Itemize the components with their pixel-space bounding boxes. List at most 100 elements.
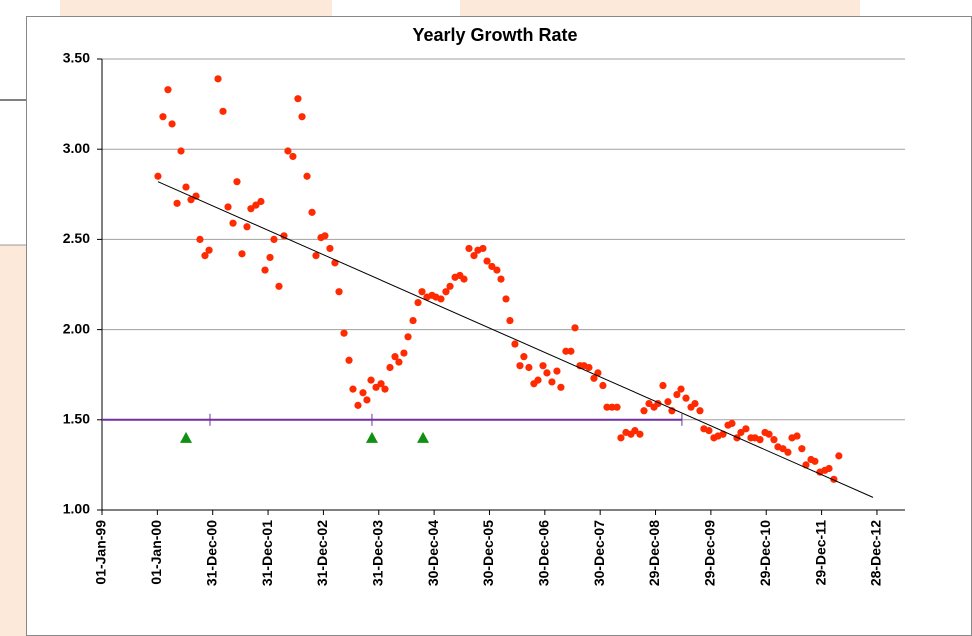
point xyxy=(182,183,190,191)
point xyxy=(275,282,283,290)
point xyxy=(525,363,533,372)
point xyxy=(289,152,297,161)
point xyxy=(696,407,704,415)
point xyxy=(257,197,265,206)
point xyxy=(691,399,699,408)
point xyxy=(340,329,348,337)
point xyxy=(391,353,399,361)
point xyxy=(488,262,496,271)
chart-title: Yearly Growth Rate xyxy=(412,25,577,45)
triangle-marker xyxy=(365,431,378,443)
point xyxy=(571,324,579,332)
point xyxy=(168,120,176,128)
point xyxy=(465,244,473,253)
point xyxy=(640,407,648,415)
triangle-marker xyxy=(417,431,430,443)
point xyxy=(386,363,394,372)
point xyxy=(502,295,510,303)
point xyxy=(442,288,450,296)
point xyxy=(835,452,843,460)
x-tick-label: 30-Dec-05 xyxy=(480,520,496,586)
point xyxy=(224,203,232,211)
point xyxy=(719,430,727,438)
chart-frame xyxy=(26,16,972,636)
point xyxy=(303,172,311,180)
point xyxy=(233,178,241,186)
point xyxy=(354,401,362,409)
point xyxy=(446,282,454,290)
x-tick-label: 31-Dec-01 xyxy=(259,520,275,586)
point xyxy=(437,295,445,303)
point xyxy=(811,457,819,465)
point xyxy=(765,430,773,438)
point xyxy=(779,445,787,453)
point xyxy=(617,434,625,442)
x-tick-label: 29-Dec-09 xyxy=(702,520,718,586)
point xyxy=(553,367,561,375)
y-tick-label: 1.50 xyxy=(63,411,90,427)
point xyxy=(557,383,565,391)
point xyxy=(460,275,468,283)
point xyxy=(335,288,343,296)
point xyxy=(585,363,593,372)
point xyxy=(205,246,213,254)
point xyxy=(636,430,644,438)
point xyxy=(497,275,505,283)
point xyxy=(756,436,764,444)
point xyxy=(363,396,371,404)
point xyxy=(177,147,185,155)
point xyxy=(159,113,167,121)
x-tick-label: 29-Dec-08 xyxy=(646,520,662,586)
point xyxy=(404,333,412,341)
point xyxy=(308,208,316,216)
point xyxy=(252,201,260,209)
point xyxy=(266,253,274,262)
point xyxy=(520,353,528,361)
point xyxy=(381,385,389,393)
point xyxy=(664,398,672,406)
point xyxy=(793,432,801,440)
point xyxy=(270,235,278,243)
point xyxy=(345,356,353,364)
point xyxy=(548,378,556,386)
point xyxy=(164,86,172,94)
side-panel xyxy=(0,245,26,636)
x-tick-label: 31-Dec-02 xyxy=(314,520,330,586)
point xyxy=(483,257,491,265)
x-tick-label: 01-Jan-00 xyxy=(148,520,164,585)
point xyxy=(682,394,690,402)
point xyxy=(770,436,778,444)
point xyxy=(608,403,616,411)
point xyxy=(590,374,598,382)
point xyxy=(677,385,685,393)
y-tick-label: 2.00 xyxy=(63,320,90,336)
x-tick-label: 01-Jan-99 xyxy=(93,520,109,585)
y-tick-label: 3.50 xyxy=(63,50,90,66)
point xyxy=(154,172,162,180)
point xyxy=(298,113,306,121)
point xyxy=(187,196,195,204)
point xyxy=(562,347,570,355)
sheet-band xyxy=(460,0,860,16)
point xyxy=(506,316,514,325)
y-tick-label: 1.00 xyxy=(63,501,90,517)
point xyxy=(418,288,426,296)
x-tick-label: 30-Dec-04 xyxy=(425,520,441,586)
point xyxy=(238,250,246,258)
point xyxy=(326,244,334,253)
point xyxy=(603,403,611,411)
x-tick-label: 29-Dec-11 xyxy=(812,520,828,586)
point xyxy=(409,316,417,325)
point xyxy=(516,362,524,370)
point xyxy=(201,252,209,260)
triangle-marker xyxy=(180,431,193,443)
y-tick-label: 2.50 xyxy=(63,230,90,246)
point xyxy=(479,244,487,253)
y-tick-label: 3.00 xyxy=(63,140,90,156)
point xyxy=(511,340,519,348)
point xyxy=(400,349,408,357)
point xyxy=(359,389,367,397)
series-line xyxy=(157,181,874,498)
point xyxy=(784,448,792,456)
x-tick-label: 31-Dec-03 xyxy=(369,520,385,586)
